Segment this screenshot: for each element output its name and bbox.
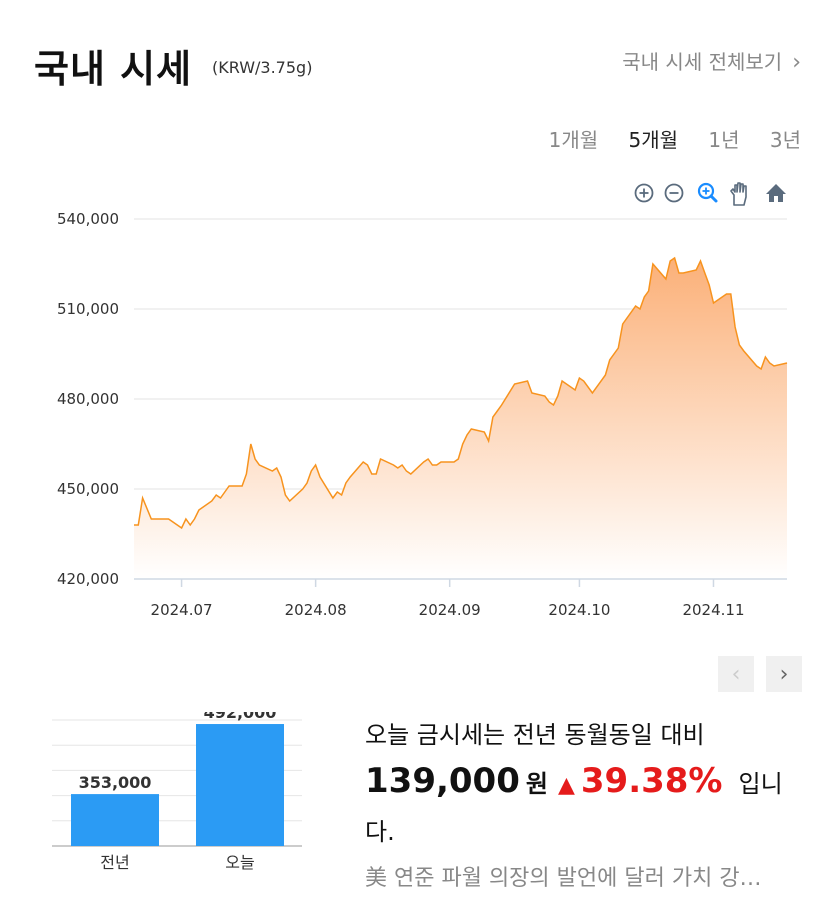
change-percent: 39.38% [580,761,723,801]
price-line [134,256,788,530]
price-area [134,258,787,579]
tab-1-year[interactable]: 1년 [708,128,740,152]
bar [196,724,284,846]
y-axis: 540,000 510,000 480,000 450,000 420,000 [57,210,119,588]
y-tick-label: 480,000 [57,390,119,408]
x-tick-label: 2024.10 [548,601,610,619]
x-tick-label: 2024.09 [419,601,481,619]
unit-label: (KRW/3.75g) [212,58,313,77]
summary-value: 139,000 원 ▲ 39.38% 입니다. [365,758,795,855]
view-all-label: 국내 시세 전체보기 [622,50,783,74]
bar-category-label: 전년 [100,853,129,872]
year-compare-bar-chart: 353,000 전년 492,000 오늘 [52,712,302,872]
chart-toolbar [634,182,786,206]
bar-category-label: 오늘 [225,853,254,872]
zoom-out-icon[interactable] [664,183,684,203]
zoom-in-icon[interactable] [634,183,654,203]
chevron-right-icon: › [779,661,789,687]
y-tick-label: 420,000 [57,570,119,588]
y-tick-label: 510,000 [57,300,119,318]
price-area-chart[interactable]: 540,000 510,000 480,000 450,000 420,000 2024… [0,200,821,630]
x-tick-label: 2024.11 [682,601,744,619]
currency-label: 원 [525,770,548,798]
tab-1-month[interactable]: 1개월 [548,128,599,152]
tab-5-month[interactable]: 5개월 [628,128,679,152]
y-tick-label: 450,000 [57,480,119,498]
y-tick-label: 540,000 [57,210,119,228]
bar [71,794,159,846]
chevron-left-icon: ‹ [731,661,741,687]
bars: 353,000 전년 492,000 오늘 [71,712,284,872]
tab-3-year[interactable]: 3년 [769,128,801,152]
news-headline-link[interactable]: 美 연준 파월 의장의 발언에 달러 가치 강… [365,866,762,891]
summary-tail: 입니다. [365,770,783,846]
magnify-icon[interactable] [697,182,718,203]
prev-button[interactable]: ‹ [718,656,754,692]
chevron-right-icon: › [792,50,801,75]
pan-hand-icon[interactable] [730,182,747,206]
period-tabs: 1개월 5개월 1년 3년 [525,124,801,153]
up-arrow-icon: ▲ [557,773,575,798]
bar-value-label: 492,000 [204,712,277,722]
x-tick-label: 2024.07 [151,601,213,619]
x-axis: 2024.07 2024.08 2024.09 2024.10 2024.11 [134,578,787,619]
next-button[interactable]: › [766,656,802,692]
change-amount: 139,000 [365,761,520,801]
home-icon[interactable] [766,184,786,202]
page-title: 국내 시세 [34,47,193,91]
bar-value-label: 353,000 [79,773,152,792]
view-all-link[interactable]: 국내 시세 전체보기 › [622,46,801,75]
x-tick-label: 2024.08 [285,601,347,619]
summary-intro: 오늘 금시세는 전년 동월동일 대비 [365,721,705,749]
